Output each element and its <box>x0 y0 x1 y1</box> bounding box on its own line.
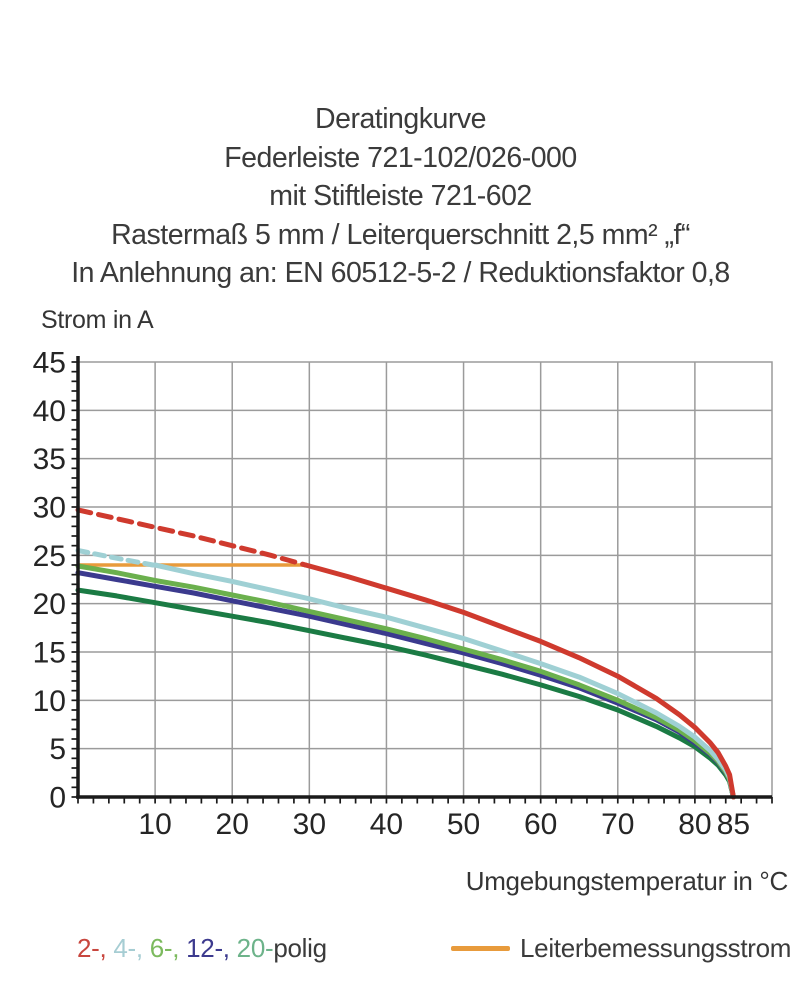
y-tick-label: 0 <box>49 782 66 815</box>
x-tick-label: 70 <box>601 808 634 841</box>
x-tick-label: 40 <box>370 808 403 841</box>
x-tick-label: 30 <box>293 808 326 841</box>
legend-pole-segment: 2-, <box>77 933 107 963</box>
y-tick-label: 15 <box>33 637 66 670</box>
chart-title-block: Deratingkurve Federleiste 721-102/026-00… <box>0 100 801 293</box>
legend-poles: 2-, 4-, 6-, 12-, 20-polig <box>77 933 327 964</box>
x-tick-label: 80 <box>678 808 711 841</box>
y-tick-label: 30 <box>33 492 66 525</box>
y-tick-label: 10 <box>33 685 66 718</box>
curve-2-polig-dashed <box>75 507 308 568</box>
curve-4-polig <box>150 562 736 800</box>
rated-legend-label: Leiterbemessungsstrom <box>520 933 792 963</box>
y-tick-label: 40 <box>33 395 66 428</box>
legend-pole-segment: 12-, <box>179 933 230 963</box>
legend-pole-segment: 6-, <box>142 933 180 963</box>
legend-pole-segment: 4-, <box>106 933 143 963</box>
x-tick-label: 50 <box>447 808 480 841</box>
legend-pole-segment: polig <box>273 933 327 963</box>
axis-layer <box>71 356 773 804</box>
curves-layer <box>75 507 736 800</box>
y-axis-title: Strom in A <box>41 306 154 334</box>
x-tick-label: 60 <box>524 808 557 841</box>
curve-6-polig <box>75 563 736 800</box>
title-line-4: Rastermaß 5 mm / Leiterquerschnitt 2,5 m… <box>111 218 690 251</box>
title-line-2: Federleiste 721-102/026-000 <box>224 141 577 174</box>
title-line-1: Deratingkurve <box>315 103 486 135</box>
curve-4-polig-dashed <box>75 548 156 568</box>
rated-current-line-swatch <box>451 946 510 951</box>
title-line-5: In Anlehnung an: EN 60512-5-2 / Reduktio… <box>71 257 730 289</box>
title-line-3: mit Stiftleiste 721-602 <box>269 180 532 212</box>
grid-layer <box>78 362 772 797</box>
x-tick-label: 20 <box>216 808 249 841</box>
curve-2-polig <box>303 562 736 800</box>
y-tick-label: 5 <box>49 733 66 766</box>
y-tick-label: 35 <box>33 443 66 476</box>
x-axis-title: Umgebungstemperatur in °C <box>465 866 789 896</box>
y-tick-label: 45 <box>33 347 66 380</box>
legend-pole-segment: 20- <box>229 933 274 963</box>
y-tick-label: 25 <box>33 540 66 573</box>
legend-rated: Leiterbemessungsstrom <box>451 933 791 964</box>
x-tick-label: 10 <box>138 808 171 841</box>
y-tick-label: 20 <box>33 588 66 621</box>
x-tick-label: 85 <box>717 808 750 841</box>
